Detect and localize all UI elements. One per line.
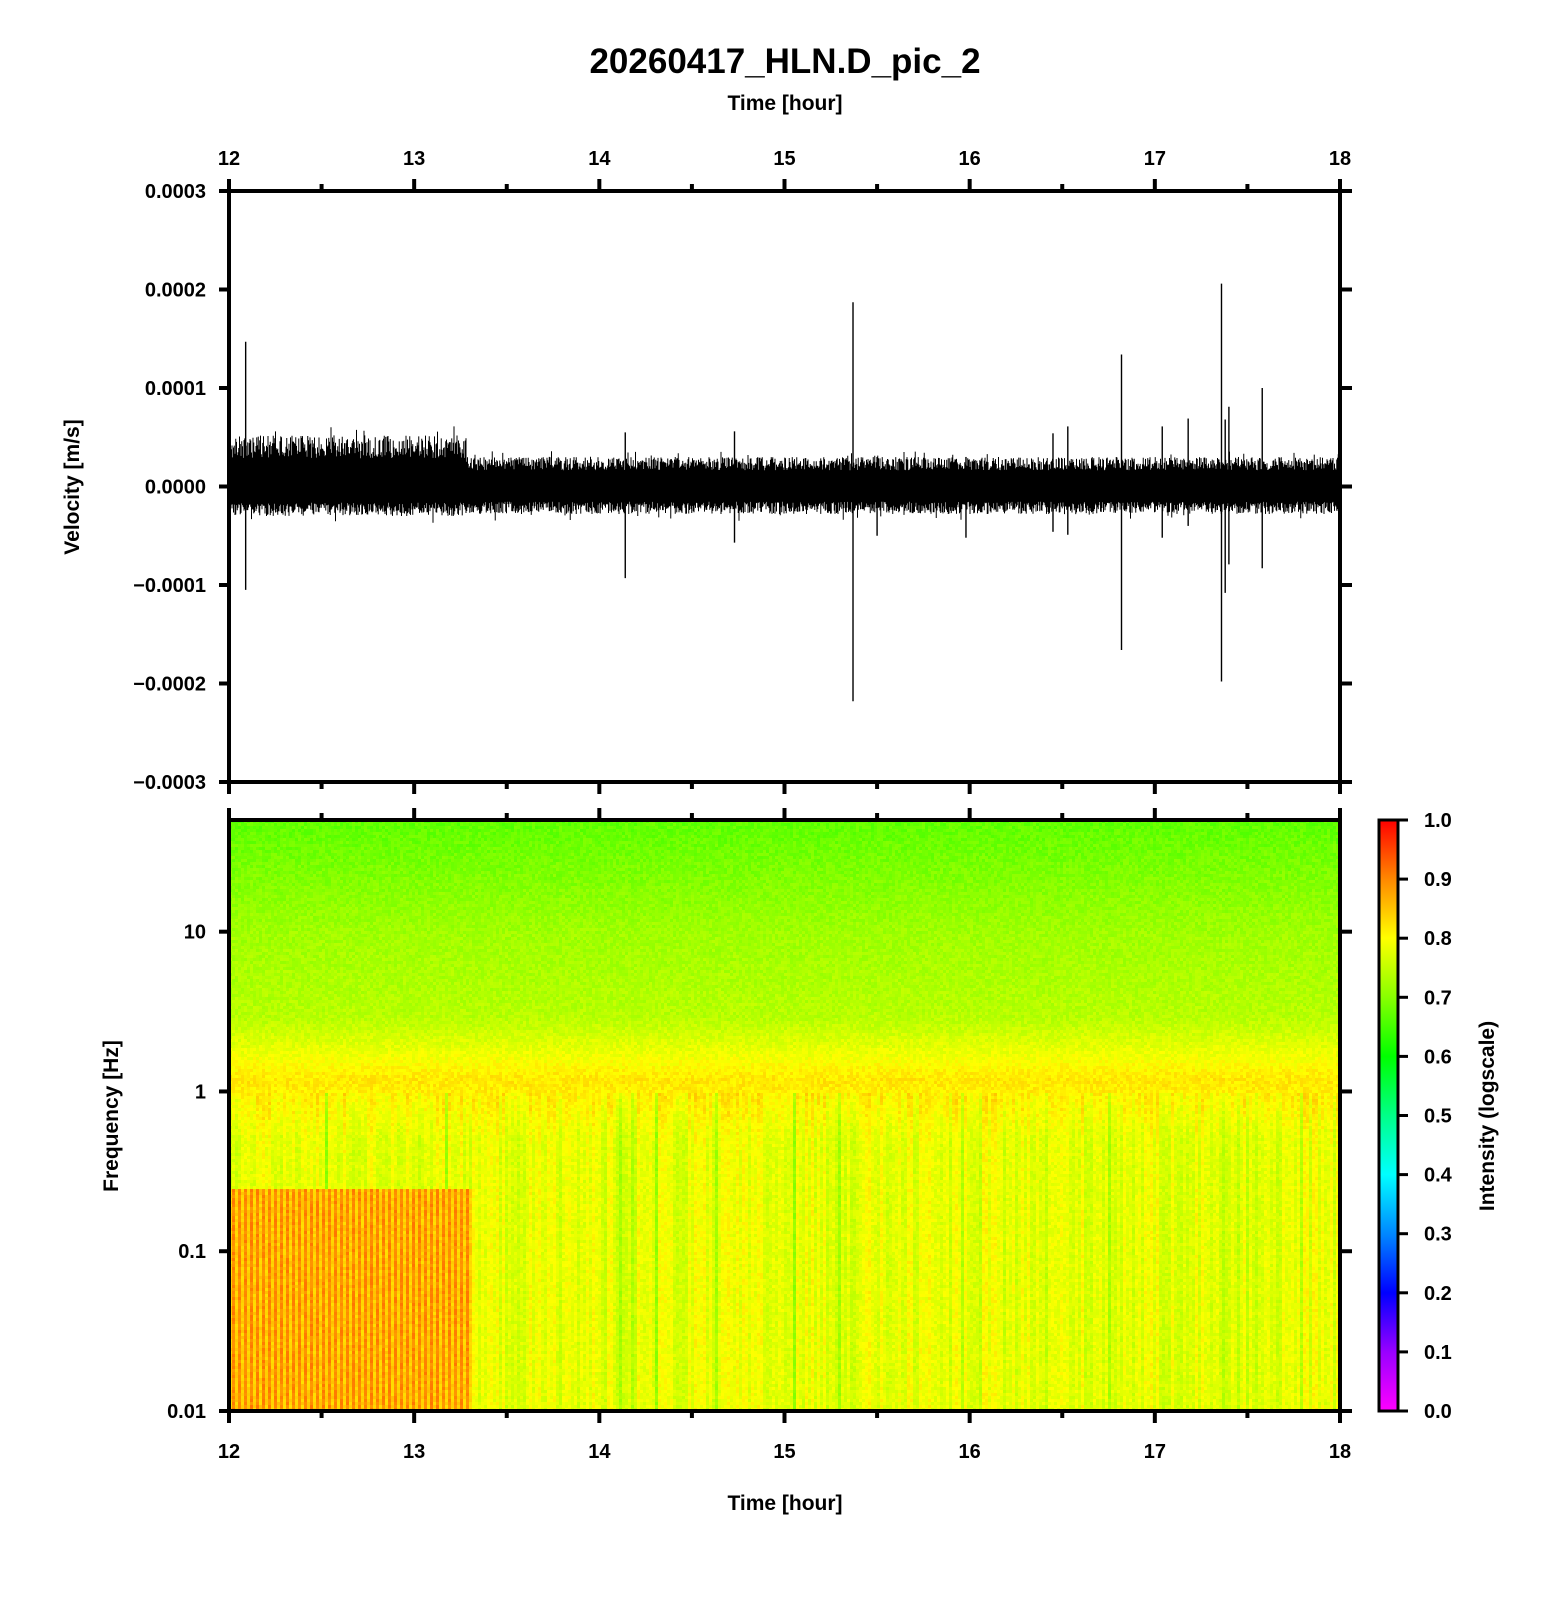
- waveform-x-tick-label: 13: [403, 148, 425, 170]
- waveform-x-tick-label: 14: [588, 148, 611, 170]
- waveform-y-tick-label: 0.0003: [145, 181, 206, 203]
- waveform-panel: 12 13 14 15 16 17 18 0.0003 0.0002 0.0001 0.0000 −0…: [61, 148, 1352, 794]
- figure-title: 20260417_HLN.D_pic_2: [589, 42, 980, 81]
- spectrogram-image: [229, 820, 1343, 1412]
- waveform-y-tick-label: −0.0003: [133, 772, 206, 794]
- waveform-x-tick-label: 17: [1144, 148, 1166, 170]
- waveform-y-tick-label: −0.0001: [133, 575, 206, 597]
- waveform-y-axis-label: Velocity [m/s]: [61, 419, 84, 554]
- waveform-y-tick-label: −0.0002: [133, 674, 206, 696]
- waveform-x-tick-label: 18: [1329, 148, 1351, 170]
- waveform-x-tick-label: 15: [773, 148, 795, 170]
- waveform-y-tick-label: 0.0000: [145, 477, 206, 499]
- waveform-trace: [229, 284, 1340, 702]
- waveform-y-tick-label: 0.0001: [145, 378, 206, 400]
- top-x-axis-label: Time [hour]: [727, 92, 842, 115]
- waveform-x-tick-label: 16: [959, 148, 981, 170]
- waveform-noise-band: [229, 426, 1340, 522]
- waveform-x-tick-label: 12: [218, 148, 240, 170]
- waveform-y-tick-label: 0.0002: [145, 280, 206, 302]
